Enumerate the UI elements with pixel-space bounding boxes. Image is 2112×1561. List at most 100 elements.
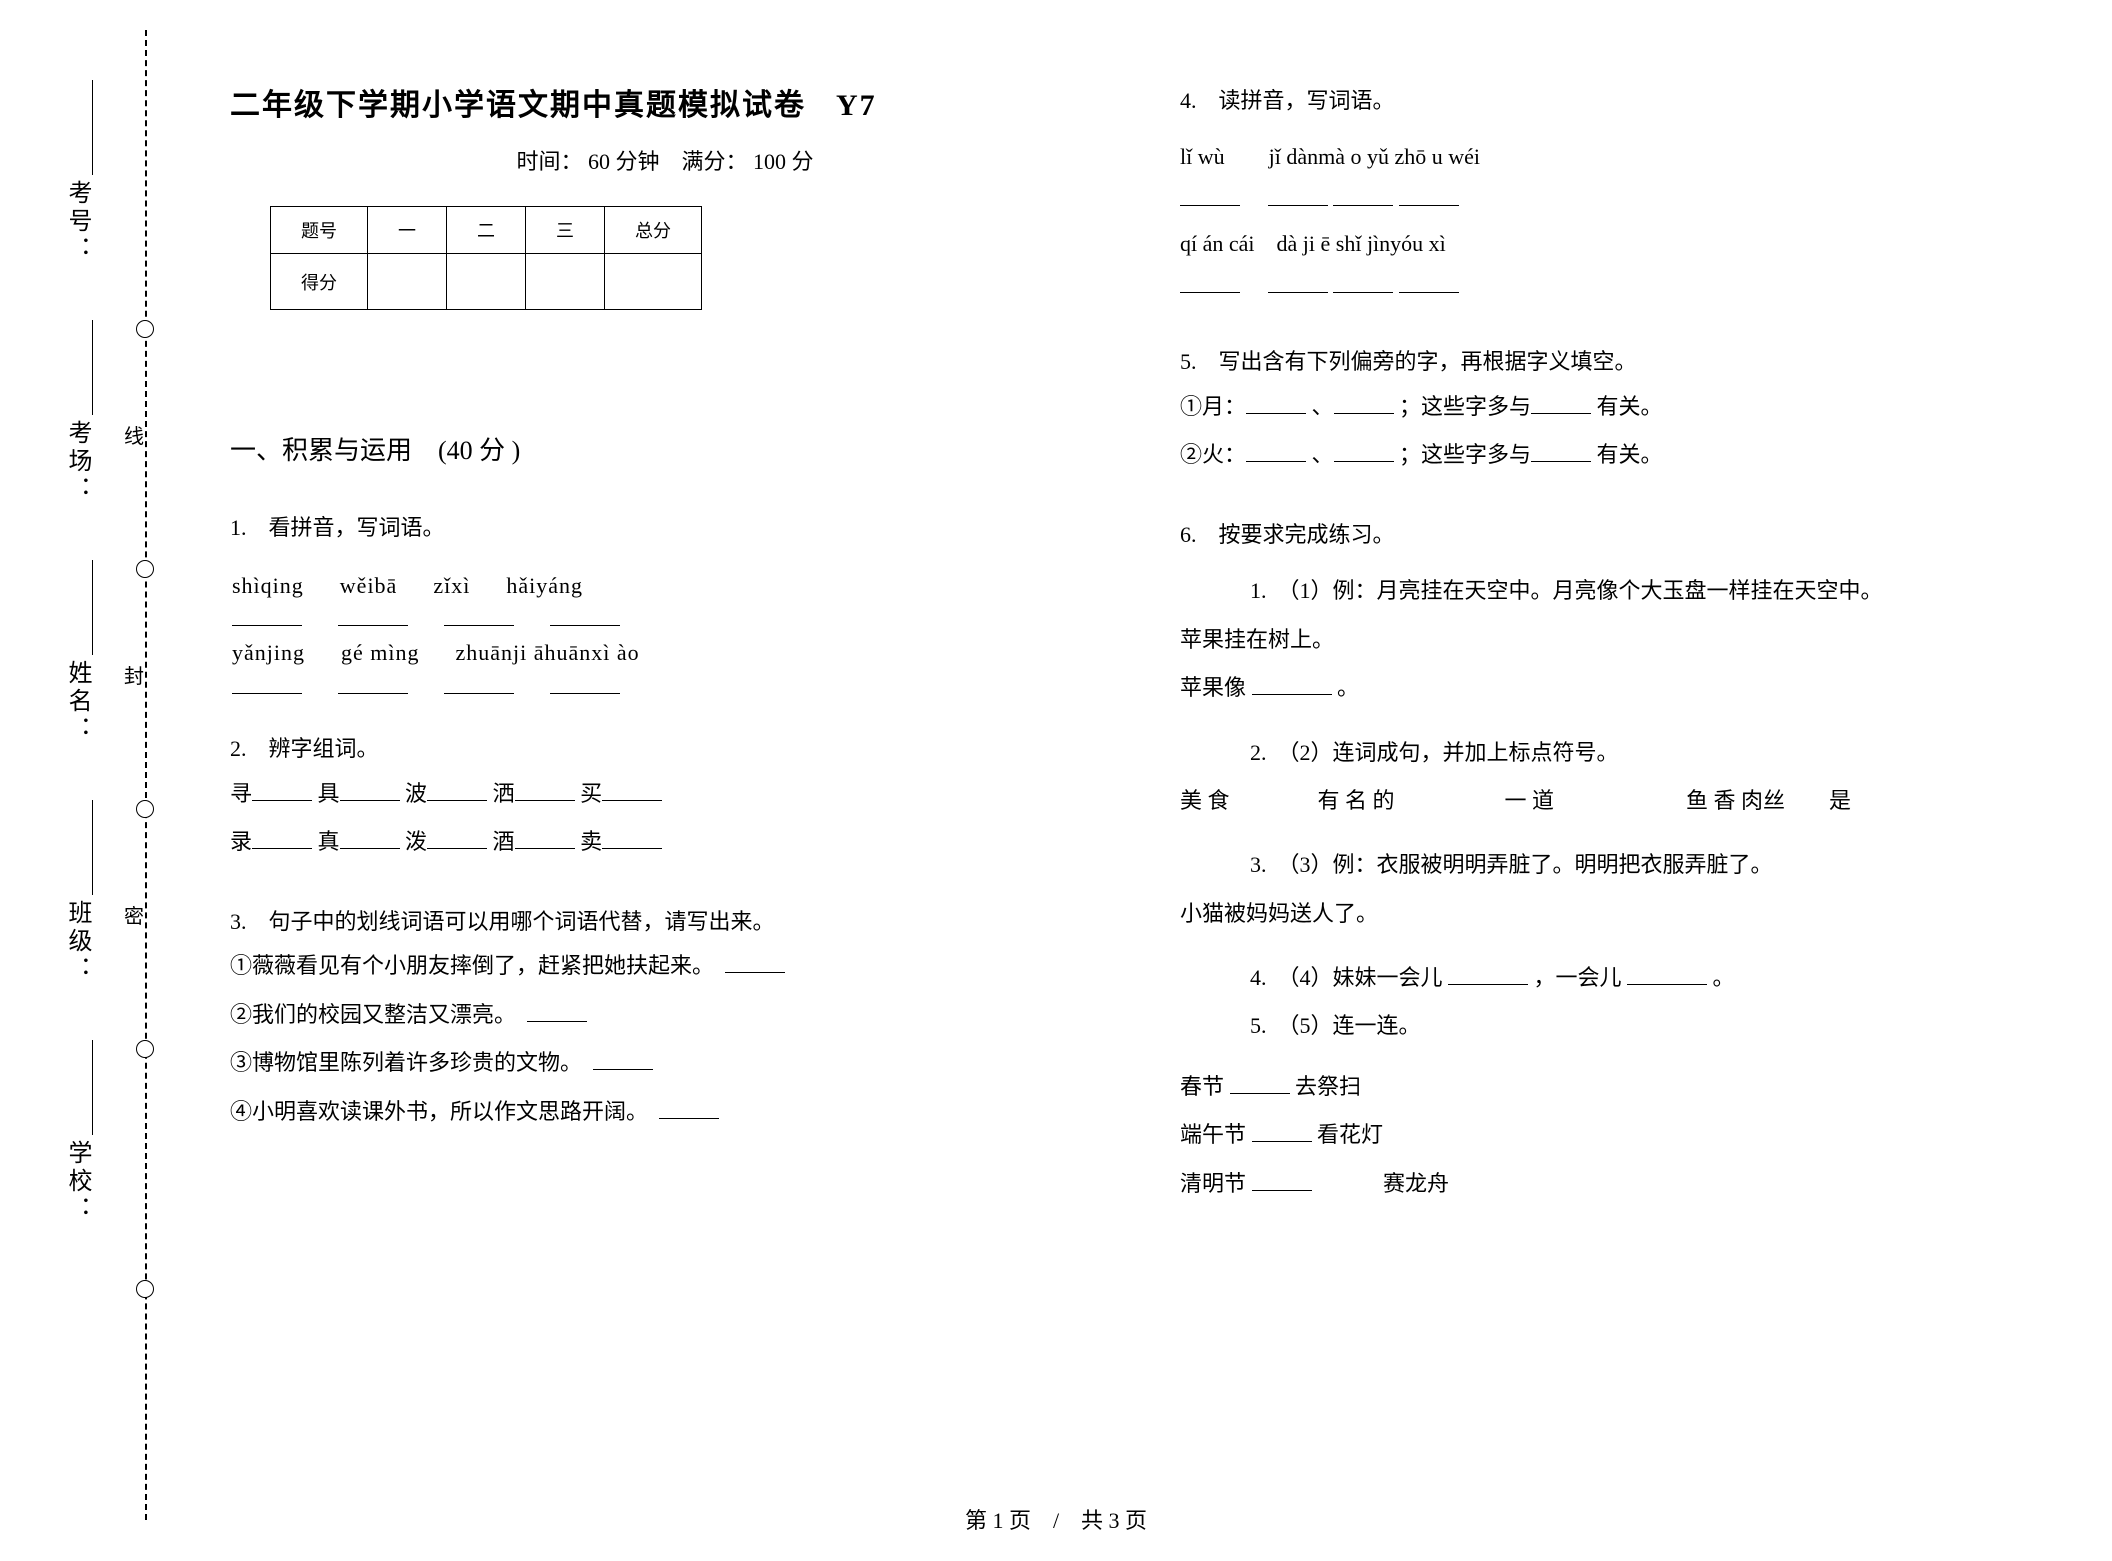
text: 、 <box>1312 442 1334 467</box>
margin-label-room: 考场： <box>60 420 95 504</box>
answer-blank[interactable] <box>1334 442 1394 462</box>
q6-sub1: 1. （1）例：月亮挂在天空中。月亮像个大玉盘一样挂在天空中。 <box>1180 567 2050 615</box>
text: 苹果像 <box>1180 675 1246 700</box>
text: 有关。 <box>1597 394 1663 419</box>
answer-blank[interactable] <box>1531 442 1591 462</box>
match-left: 端午节 <box>1180 1122 1246 1147</box>
answer-blank[interactable] <box>515 829 575 849</box>
answer-blank[interactable] <box>1180 273 1240 293</box>
punch-circle <box>136 560 154 578</box>
pinyin-row: shìqing wěibā zǐxì hǎiyáng <box>232 565 1100 607</box>
answer-blank[interactable] <box>444 607 514 627</box>
answer-blank[interactable] <box>340 829 400 849</box>
section-title: 一、积累与运用 (40 分 ) <box>230 430 1100 467</box>
match-row: 清明节 赛龙舟 <box>1180 1160 2050 1208</box>
pinyin: shìqing <box>232 565 304 607</box>
answer-blank[interactable] <box>338 674 408 694</box>
answer-blank[interactable] <box>252 781 312 801</box>
td-blank <box>526 254 605 310</box>
answer-blank[interactable] <box>444 674 514 694</box>
answer-blank[interactable] <box>427 781 487 801</box>
blank-row <box>232 674 1100 694</box>
answer-blank[interactable] <box>340 781 400 801</box>
pinyin: zhuānji āhuānxì ào <box>456 632 640 674</box>
pinyin: yǎnjing <box>232 632 305 674</box>
q3-line4: ④小明喜欢读课外书，所以作文思路开阔。 <box>230 1088 1100 1136</box>
text: 有关。 <box>1597 442 1663 467</box>
question-6: 6. 按要求完成练习。 1. （1）例：月亮挂在天空中。月亮像个大玉盘一样挂在天… <box>1180 514 2050 1208</box>
q6-sub5: 5. （5）连一连。 <box>1180 1002 2050 1050</box>
exam-title-row: 二年级下学期小学语文期中真题模拟试卷 Y7 <box>230 80 1100 124</box>
answer-blank[interactable] <box>602 781 662 801</box>
answer-blank[interactable] <box>1333 186 1393 206</box>
th-one: 一 <box>368 207 447 254</box>
question-5: 5. 写出含有下列偏旁的字，再根据字义填空。 ①月： 、 ；这些字多与 有关。 … <box>1180 341 2050 480</box>
answer-blank[interactable] <box>252 829 312 849</box>
answer-blank[interactable] <box>602 829 662 849</box>
th-total: 总分 <box>605 207 702 254</box>
char: 波 <box>405 781 427 806</box>
text: 。 <box>1713 965 1735 990</box>
punch-circle <box>136 1280 154 1298</box>
margin-underline <box>92 560 93 655</box>
answer-blank[interactable] <box>1246 394 1306 414</box>
answer-blank[interactable] <box>550 674 620 694</box>
seal-char: 封 <box>124 660 144 689</box>
answer-blank[interactable] <box>1627 965 1707 985</box>
answer-blank[interactable] <box>232 607 302 627</box>
answer-blank[interactable] <box>1448 965 1528 985</box>
punch-circle <box>136 800 154 818</box>
q6-sub3: 3. （3）例：衣服被明明弄脏了。明明把衣服弄脏了。 <box>1180 841 2050 889</box>
match-blank[interactable] <box>1252 1171 1312 1191</box>
answer-blank[interactable] <box>427 829 487 849</box>
answer-blank[interactable] <box>725 954 785 974</box>
sentence: ②我们的校园又整洁又漂亮。 <box>230 1002 505 1027</box>
answer-blank[interactable] <box>659 1099 719 1119</box>
pinyin: gé mìng <box>341 632 420 674</box>
question-1: 1. 看拼音，写词语。 shìqing wěibā zǐxì hǎiyáng y… <box>230 507 1100 694</box>
answer-blank[interactable] <box>1531 394 1591 414</box>
question-2: 2. 辨字组词。 寻 具 波 洒 买 录 真 泼 酒 卖 <box>230 728 1100 867</box>
answer-blank[interactable] <box>1334 394 1394 414</box>
q3-line2: ②我们的校园又整洁又漂亮。 <box>230 991 1100 1039</box>
match-blank[interactable] <box>1230 1074 1290 1094</box>
answer-blank[interactable] <box>338 607 408 627</box>
match-blank[interactable] <box>1252 1122 1312 1142</box>
margin-underline <box>92 320 93 415</box>
answer-blank[interactable] <box>1268 186 1328 206</box>
content-area: 二年级下学期小学语文期中真题模拟试卷 Y7 时间： 60 分钟 满分： 100 … <box>230 80 2050 1242</box>
char: 寻 <box>230 781 252 806</box>
binding-margin: 线 封 密 考号： 考场： 姓名： 班级： 学校： <box>0 0 200 1561</box>
answer-blank[interactable] <box>232 674 302 694</box>
q6-sub1c: 苹果像 。 <box>1180 664 2050 712</box>
blank-row <box>1180 178 2050 220</box>
answer-blank[interactable] <box>1268 273 1328 293</box>
answer-blank[interactable] <box>1333 273 1393 293</box>
q6-title: 6. 按要求完成练习。 <box>1180 514 2050 556</box>
q6-sub2: 2. （2）连词成句，并加上标点符号。 <box>1180 729 2050 777</box>
match-right: 赛龙舟 <box>1383 1171 1449 1196</box>
answer-blank[interactable] <box>550 607 620 627</box>
exam-title: 二年级下学期小学语文期中真题模拟试卷 <box>230 80 806 124</box>
th-two: 二 <box>447 207 526 254</box>
q5-line1: ①月： 、 ；这些字多与 有关。 <box>1180 383 2050 431</box>
answer-blank[interactable] <box>1246 442 1306 462</box>
answer-blank[interactable] <box>1399 273 1459 293</box>
answer-blank[interactable] <box>515 781 575 801</box>
text: ，一会儿 <box>1534 965 1622 990</box>
answer-blank[interactable] <box>1399 186 1459 206</box>
answer-blank[interactable] <box>1252 675 1332 695</box>
margin-underline <box>92 800 93 895</box>
char: 泼 <box>405 829 427 854</box>
answer-blank[interactable] <box>1180 186 1240 206</box>
pinyin: zǐxì <box>433 565 470 607</box>
exam-subtitle: 时间： 60 分钟 满分： 100 分 <box>230 144 1100 176</box>
answer-blank[interactable] <box>527 1002 587 1022</box>
answer-blank[interactable] <box>593 1050 653 1070</box>
q5-title: 5. 写出含有下列偏旁的字，再根据字义填空。 <box>1180 341 2050 383</box>
table-row: 得分 <box>271 254 702 310</box>
sentence: ④小明喜欢读课外书，所以作文思路开阔。 <box>230 1099 637 1124</box>
margin-label-class: 班级： <box>60 900 95 984</box>
match-right: 看花灯 <box>1317 1122 1383 1147</box>
blank-row <box>232 607 1100 627</box>
